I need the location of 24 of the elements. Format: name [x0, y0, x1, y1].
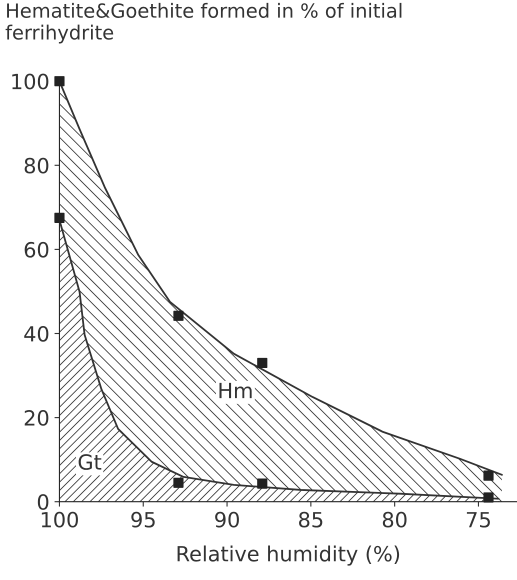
- x-tick-label: 80: [382, 512, 407, 528]
- point: [257, 478, 268, 489]
- point: [483, 470, 494, 481]
- point: [257, 358, 268, 368]
- y-tick-label: 20: [24, 410, 48, 426]
- annotation: Gt: [78, 454, 102, 470]
- x-tick-label: 85: [299, 512, 322, 528]
- y-tick-label: 40: [24, 326, 48, 342]
- point: [173, 310, 184, 321]
- y-tick-label: 0: [38, 494, 48, 510]
- y-axis-title: Hematite&Goethite formed in % of initial ferrihydrite: [6, 2, 402, 44]
- x-tick-label: 75: [466, 512, 490, 528]
- point: [173, 478, 184, 488]
- x-tick-label: 90: [215, 512, 239, 528]
- x-tick-label: 95: [131, 512, 155, 528]
- point: [54, 212, 65, 223]
- y-tick-label: 60: [24, 242, 48, 258]
- annotation: Hm: [220, 382, 252, 398]
- x-tick-label: 100: [42, 512, 78, 528]
- point: [483, 492, 494, 503]
- x-axis-title: Relative humidity (%): [178, 545, 400, 566]
- point: [54, 76, 65, 86]
- y-tick-label: 100: [12, 74, 48, 90]
- y-tick-label: 80: [24, 158, 48, 174]
